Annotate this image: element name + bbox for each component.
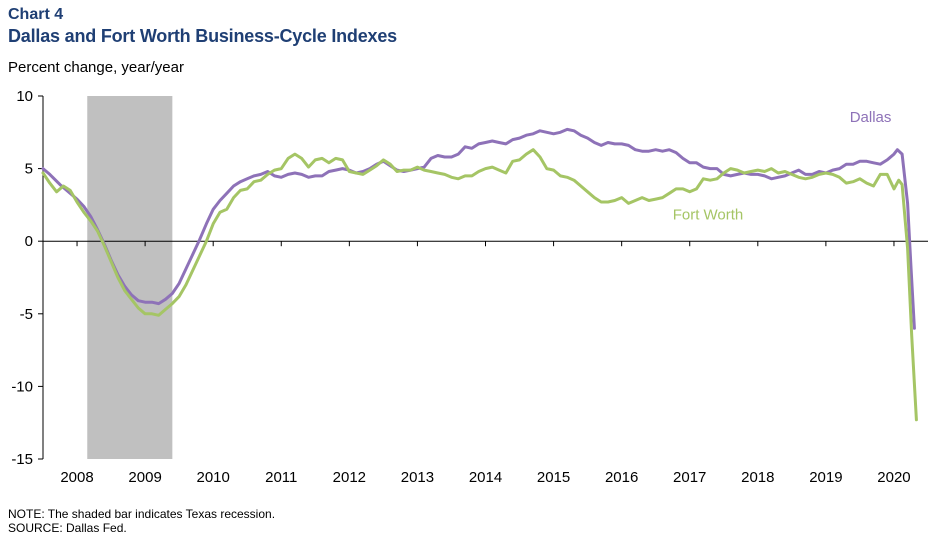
x-tick: 2020 (877, 241, 911, 486)
x-tick: 2016 (605, 241, 638, 486)
recession-bar-layer (87, 96, 173, 459)
x-tick: 2017 (673, 241, 706, 486)
x-tick-label: 2015 (537, 469, 570, 486)
x-tick-label: 2019 (809, 469, 842, 486)
series-line-dallas (41, 127, 916, 330)
x-tick-label: 2008 (60, 469, 93, 486)
x-tick-label: 2020 (877, 469, 910, 486)
y-tick-label: -15 (11, 451, 33, 468)
x-tick: 2018 (741, 241, 774, 486)
x-tick: 2015 (537, 241, 570, 486)
x-tick: 2014 (469, 241, 502, 486)
series-line-fort-worth (41, 148, 918, 422)
x-tick-label: 2011 (265, 469, 297, 486)
y-tick-label: 0 (25, 233, 33, 250)
x-tick-label: 2017 (673, 469, 706, 486)
note-text: NOTE: The shaded bar indicates Texas rec… (8, 507, 276, 521)
series-label-fort-worth: Fort Worth (673, 206, 744, 223)
x-tick-label: 2014 (469, 469, 502, 486)
recession-shading (87, 96, 173, 459)
y-tick: 5 (25, 161, 43, 178)
y-tick-label: 5 (25, 161, 33, 178)
x-tick: 2009 (128, 241, 162, 486)
x-tick: 2012 (333, 241, 366, 486)
x-tick-label: 2018 (741, 469, 774, 486)
y-tick: -15 (11, 451, 43, 468)
y-tick: -5 (20, 306, 43, 323)
x-tick: 2019 (809, 241, 843, 486)
x-tick-label: 2016 (605, 469, 638, 486)
axes: 10 5 0 -5 -10 -15 2008 2009 2010 2011 2012 2013 2014… (11, 88, 928, 486)
y-tick: -10 (11, 378, 43, 395)
chart-number: Chart 4 (8, 6, 64, 23)
series-lines (41, 127, 918, 422)
x-tick: 2010 (197, 241, 230, 486)
x-tick-label: 2012 (333, 469, 366, 486)
source-text: SOURCE: Dallas Fed. (8, 521, 127, 535)
y-tick-label: -10 (11, 378, 33, 395)
y-tick-label: -5 (20, 306, 33, 323)
y-axis-unit-label: Percent change, year/year (8, 59, 184, 76)
series-labels: Dallas Fort Worth (673, 109, 892, 223)
y-tick-label: 10 (16, 88, 33, 105)
chart-title: Dallas and Fort Worth Business-Cycle Ind… (8, 26, 397, 46)
series-label-dallas: Dallas (850, 109, 892, 126)
y-tick: 10 (16, 88, 43, 105)
x-tick-label: 2013 (401, 469, 434, 486)
x-tick: 2008 (60, 241, 94, 486)
chart-notes: NOTE: The shaded bar indicates Texas rec… (8, 507, 275, 535)
x-tick-label: 2010 (197, 469, 230, 486)
x-tick-label: 2009 (128, 469, 161, 486)
y-tick: 0 (25, 233, 43, 250)
x-tick: 2013 (401, 241, 434, 486)
x-tick: 2011 (265, 241, 297, 486)
